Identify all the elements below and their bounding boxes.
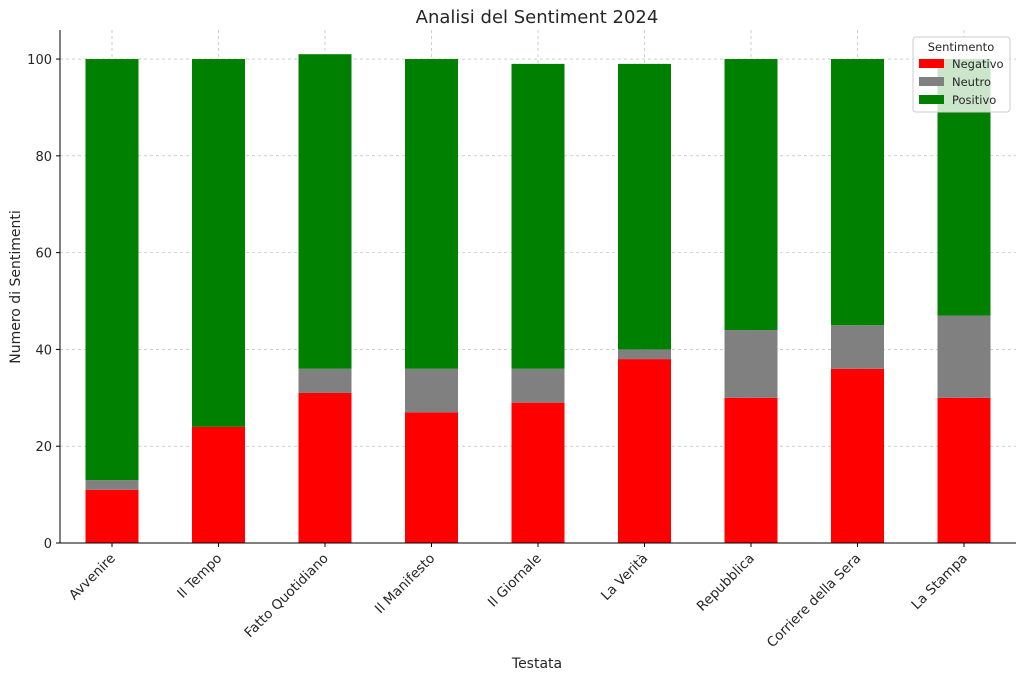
bar-positivo-3 bbox=[405, 59, 458, 369]
y-tick-label: 80 bbox=[35, 150, 52, 165]
bar-positivo-1 bbox=[192, 59, 245, 427]
bar-positivo-7 bbox=[831, 59, 884, 326]
chart-title: Analisi del Sentiment 2024 bbox=[416, 7, 659, 28]
x-axis-label: Testata bbox=[511, 656, 562, 672]
bars bbox=[85, 54, 991, 543]
legend-title: Sentimento bbox=[928, 40, 994, 54]
y-tick-label: 0 bbox=[44, 537, 52, 552]
bar-negativo-7 bbox=[831, 368, 884, 543]
bar-neutro-3 bbox=[405, 368, 458, 413]
y-tick-label: 20 bbox=[35, 440, 52, 455]
bar-positivo-5 bbox=[618, 63, 671, 350]
y-tick-label: 60 bbox=[35, 247, 52, 262]
x-tick-label: Avvenire bbox=[66, 551, 119, 604]
bar-negativo-5 bbox=[618, 359, 671, 543]
x-tick-label: Corriere della Sera bbox=[764, 551, 864, 651]
legend-swatch-positivo bbox=[919, 95, 944, 104]
bar-negativo-1 bbox=[192, 426, 245, 543]
bar-negativo-0 bbox=[85, 489, 139, 543]
bar-positivo-2 bbox=[298, 54, 352, 369]
x-tick-label: La Verità bbox=[598, 551, 651, 604]
legend-box bbox=[912, 36, 1011, 113]
bar-neutro-2 bbox=[298, 368, 352, 393]
y-tick-label: 100 bbox=[27, 53, 52, 68]
x-tick-label: Repubblica bbox=[694, 551, 758, 615]
bar-negativo-8 bbox=[937, 397, 991, 543]
legend-label-positivo: Positivo bbox=[952, 93, 996, 107]
legend: Sentimento Negativo Neutro Positivo bbox=[912, 36, 1011, 113]
y-tick-label: 40 bbox=[35, 343, 52, 358]
bar-neutro-4 bbox=[511, 368, 565, 403]
bar-negativo-2 bbox=[298, 392, 352, 543]
x-tick-label: Fatto Quotidiano bbox=[241, 551, 331, 641]
bar-negativo-4 bbox=[511, 402, 565, 543]
bar-positivo-0 bbox=[85, 59, 139, 481]
x-ticks: Avvenire Il Tempo Fatto Quotidiano Il Manif… bbox=[66, 543, 971, 651]
x-tick-label: Il Tempo bbox=[174, 551, 225, 602]
bar-neutro-6 bbox=[724, 330, 778, 398]
x-tick-label: Il Manifesto bbox=[372, 551, 438, 617]
bar-neutro-0 bbox=[85, 480, 139, 490]
legend-swatch-neutro bbox=[919, 77, 944, 86]
bar-positivo-4 bbox=[511, 63, 565, 369]
x-tick-label: La Stampa bbox=[908, 551, 970, 613]
bar-positivo-6 bbox=[724, 59, 778, 331]
legend-label-neutro: Neutro bbox=[952, 75, 991, 89]
bar-neutro-5 bbox=[618, 349, 671, 360]
legend-label-negativo: Negativo bbox=[952, 57, 1004, 71]
bar-neutro-7 bbox=[831, 325, 884, 369]
y-axis-label: Numero di Sentimenti bbox=[8, 210, 24, 364]
legend-items: Negativo Neutro Positivo bbox=[919, 57, 1004, 107]
y-ticks: 0 20 40 60 80 100 bbox=[27, 53, 60, 552]
bar-negativo-3 bbox=[405, 412, 458, 543]
x-tick-label: Il Giornale bbox=[485, 551, 545, 611]
bar-negativo-6 bbox=[724, 397, 778, 543]
legend-swatch-negativo bbox=[919, 59, 944, 68]
bar-neutro-8 bbox=[937, 315, 991, 398]
